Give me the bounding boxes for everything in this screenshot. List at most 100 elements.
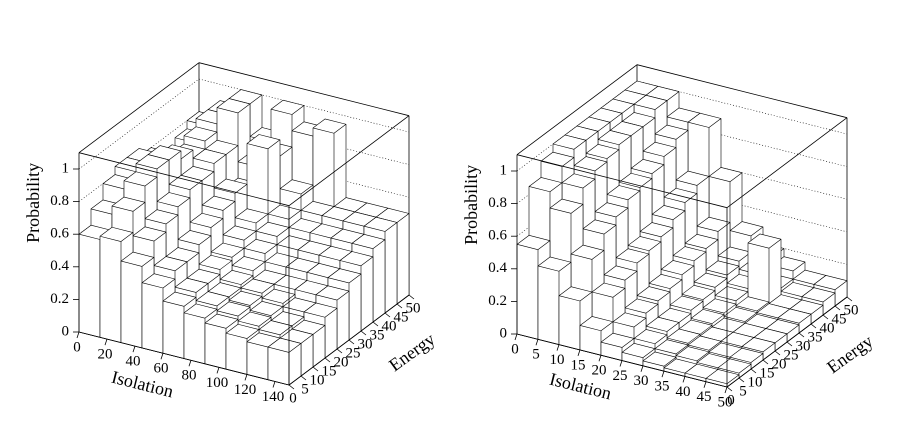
- tick-mark: [360, 330, 367, 336]
- y-tick-label: 15: [322, 363, 337, 379]
- z-tick-label: 0.6: [50, 226, 69, 242]
- tick-mark: [336, 348, 343, 354]
- x-tick-label: 0: [73, 339, 81, 355]
- box-edge: [288, 115, 410, 207]
- tick-mark: [300, 375, 307, 381]
- y-tick-label: 25: [784, 347, 799, 363]
- tick-mark: [810, 323, 817, 329]
- tick-mark: [556, 344, 560, 351]
- bar: [267, 337, 302, 386]
- y-tick-label: 20: [772, 356, 787, 372]
- tick-mark: [288, 384, 295, 390]
- tick-mark: [724, 386, 728, 394]
- tick-mark: [774, 350, 781, 356]
- tick-mark: [188, 360, 192, 367]
- tick-mark: [640, 365, 644, 372]
- y-tick-label: 30: [796, 338, 811, 354]
- tick-mark: [160, 353, 164, 360]
- tick-mark: [324, 357, 331, 363]
- tick-mark: [76, 331, 80, 339]
- z-tick-label: 1: [500, 162, 508, 178]
- y-tick-label: 40: [382, 318, 397, 334]
- x-tick-label: 0: [511, 341, 519, 357]
- y-axis-title: Energy: [823, 331, 877, 378]
- y-tick-label: 25: [346, 345, 361, 361]
- y-tick-label: 20: [334, 354, 349, 370]
- z-tick-label: 0: [62, 323, 70, 339]
- x-tick-label: 100: [206, 375, 229, 391]
- y-axis-title: Energy: [385, 329, 439, 376]
- tick-mark: [846, 296, 853, 302]
- z-tick-label: 0.6: [488, 228, 507, 244]
- tick-mark: [244, 374, 248, 381]
- y-tick-label: 50: [406, 300, 421, 316]
- x-tick-label: 60: [154, 361, 169, 377]
- x-tick-label: 15: [571, 357, 586, 373]
- lego-chart: 00.20.40.60.810 20 40 60 80 100 120 140 05101520…: [23, 62, 439, 406]
- x-tick-label: 50: [718, 394, 733, 410]
- tick-mark: [408, 294, 415, 300]
- y-tick-label: 50: [844, 302, 859, 318]
- y-tick-label: 45: [832, 311, 847, 327]
- tick-mark: [514, 333, 518, 341]
- tick-mark: [661, 370, 665, 378]
- tick-mark: [384, 312, 391, 318]
- x-tick-label: 10: [550, 352, 565, 368]
- x-tick-label: 80: [182, 368, 197, 384]
- x-axis: [78, 331, 290, 386]
- y-tick-label: 0: [727, 392, 735, 408]
- z-tick-label: 0: [500, 325, 508, 341]
- x-tick-label: 45: [697, 389, 712, 405]
- box-edge: [636, 64, 848, 119]
- y-tick-label: 5: [301, 381, 309, 397]
- tick-mark: [132, 346, 136, 353]
- z-tick-label: 1: [62, 160, 70, 176]
- tick-mark: [104, 338, 108, 346]
- tick-mark: [738, 377, 745, 383]
- x-tick-label: 30: [634, 373, 649, 389]
- tick-mark: [786, 341, 793, 347]
- box-edge: [726, 117, 848, 209]
- tick-mark: [703, 381, 707, 388]
- tick-mark: [834, 305, 841, 311]
- y-tick-label: 15: [760, 365, 775, 381]
- tick-mark: [619, 360, 623, 367]
- x-tick-label: 40: [126, 354, 141, 370]
- tick-mark: [272, 381, 276, 388]
- tick-mark: [750, 368, 757, 374]
- y-tick-label: 10: [310, 372, 325, 388]
- tick-mark: [535, 339, 539, 346]
- tick-mark: [762, 359, 769, 365]
- x-tick-label: 25: [613, 368, 628, 384]
- z-tick-label: 0.8: [50, 193, 69, 209]
- tick-mark: [682, 376, 686, 383]
- tick-mark: [822, 314, 829, 320]
- z-tick-label: 0.8: [488, 195, 507, 211]
- y-tick-label: 10: [748, 374, 763, 390]
- y-tick-label: 45: [394, 309, 409, 325]
- x-tick-label: 20: [592, 363, 607, 379]
- y-tick-label: 0: [289, 390, 297, 406]
- z-tick-label: 0.4: [488, 260, 507, 276]
- tick-mark: [348, 339, 355, 345]
- z-axis-title: Probability: [23, 163, 43, 243]
- x-tick-label: 120: [234, 382, 257, 398]
- tick-mark: [726, 386, 733, 392]
- x-tick-label: 20: [98, 347, 113, 363]
- z-tick-label: 0.4: [50, 258, 69, 274]
- box-edge: [78, 152, 290, 207]
- tick-mark: [598, 355, 602, 362]
- x-tick-label: 5: [532, 347, 540, 363]
- box-edge: [516, 154, 728, 209]
- box-edge: [78, 62, 200, 154]
- y-tick-label: 35: [370, 327, 385, 343]
- y-tick-label: 35: [808, 329, 823, 345]
- x-tick-label: 40: [676, 384, 691, 400]
- tick-mark: [798, 332, 805, 338]
- box-edge: [198, 62, 410, 117]
- z-tick-label: 0.2: [488, 293, 507, 309]
- tick-mark: [216, 367, 220, 374]
- box-edge: [516, 64, 638, 156]
- lego-chart: 00.20.40.60.810 5 10 15 20 25 30 35 40 45 50051015…: [461, 64, 877, 410]
